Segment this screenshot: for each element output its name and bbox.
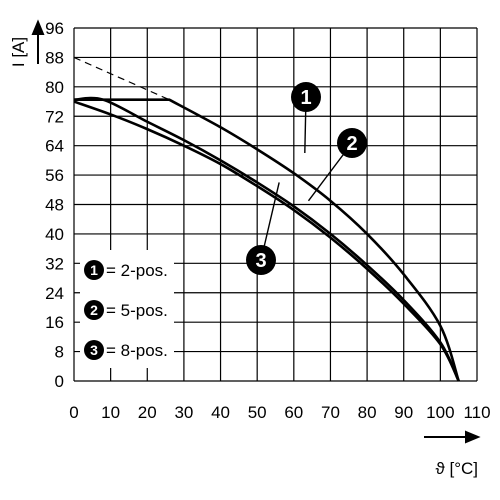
x-axis-label: ϑ [°C] — [435, 459, 478, 478]
x-tick-label: 40 — [211, 403, 230, 422]
y-tick-label: 16 — [45, 313, 64, 332]
y-tick-label: 32 — [45, 254, 64, 273]
x-tick-label: 100 — [426, 403, 454, 422]
legend-label: = 8-pos. — [106, 341, 168, 360]
x-tick-label: 30 — [174, 403, 193, 422]
y-tick-label: 8 — [55, 343, 64, 362]
y-tick-label: 0 — [55, 372, 64, 391]
callout-badge-number: 2 — [346, 133, 357, 155]
legend-label: = 5-pos. — [106, 301, 168, 320]
legend-badge-3 — [84, 340, 104, 360]
x-tick-label: 80 — [358, 403, 377, 422]
y-tick-label: 80 — [45, 78, 64, 97]
legend-label: = 2-pos. — [106, 261, 168, 280]
legend-badge-2 — [84, 300, 104, 320]
legend-badge-number: 2 — [90, 302, 98, 318]
y-tick-label: 24 — [45, 284, 64, 303]
callout-badge-1 — [291, 82, 321, 112]
x-axis-arrow-icon — [424, 430, 481, 444]
legend-badge-1 — [84, 260, 104, 280]
x-tick-label: 60 — [284, 403, 303, 422]
legend: 1 = 2-pos. 2 = 5-pos. 3 = 8-pos. — [80, 250, 174, 368]
y-tick-label: 64 — [45, 137, 64, 156]
y-axis-arrow-icon — [31, 19, 45, 64]
dashed-reference-line — [73, 56, 170, 101]
grid — [73, 27, 478, 382]
legend-badge-number: 1 — [90, 262, 98, 278]
callout-badge-2 — [337, 128, 367, 158]
series-callouts: 1 2 3 — [246, 82, 367, 275]
callout-badge-3 — [246, 245, 276, 275]
legend-badge-number: 3 — [90, 342, 98, 358]
x-tick-label: 110 — [463, 403, 490, 422]
x-tick-label: 50 — [248, 403, 267, 422]
y-tick-label: 48 — [45, 196, 64, 215]
y-axis-label-group: I [A] — [9, 37, 28, 67]
y-tick-label: 40 — [45, 225, 64, 244]
series-line-2 — [73, 96, 460, 382]
x-tick-label: 70 — [321, 403, 340, 422]
y-tick-label: 56 — [45, 166, 64, 185]
x-tick-label: 20 — [138, 403, 157, 422]
x-tick-label: 90 — [394, 403, 413, 422]
callout-badge-number: 1 — [300, 87, 311, 109]
series-line-1 — [74, 98, 460, 382]
y-tick-label: 88 — [45, 48, 64, 67]
callout-badge-number: 3 — [255, 250, 266, 272]
x-tick-label: 10 — [101, 403, 120, 422]
y-axis-label: I [A] — [9, 37, 28, 67]
x-tick-label: 0 — [69, 403, 78, 422]
y-tick-label: 96 — [45, 19, 64, 38]
tick-labels: 0 10 20 30 40 50 60 70 80 90 100 110081624324048566… — [45, 19, 490, 422]
y-tick-label: 72 — [45, 107, 64, 126]
